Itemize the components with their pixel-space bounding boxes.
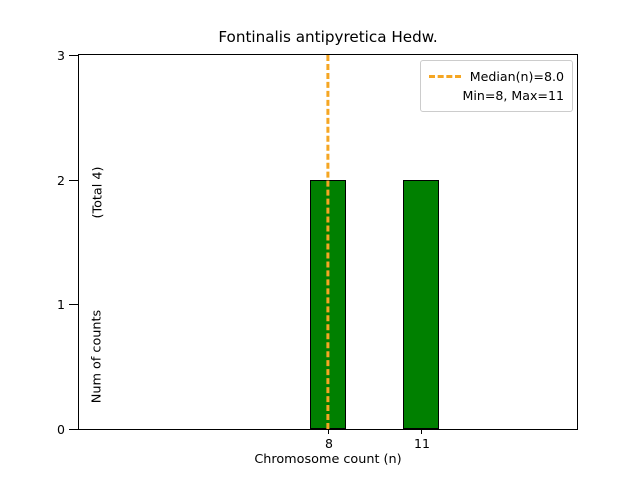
legend: Median(n)=8.0 Min=8, Max=11 [419,60,573,112]
legend-label-median: Median(n)=8.0 [469,69,564,84]
y-tick-1: 1 [57,297,79,312]
legend-label-range: Min=8, Max=11 [462,88,564,103]
x-tick-label-8: 8 [325,436,333,451]
x-tick-8: 8 [325,429,333,451]
plot-area: Num of counts (Total 4) 0 1 2 3 8 11 [57,48,578,451]
y-tick-label-1: 1 [57,297,65,313]
y-tick-3: 3 [57,48,79,63]
y-tick-label-2: 2 [57,172,65,188]
median-line [326,55,330,429]
y-tick-0: 0 [57,422,79,437]
x-tick-label-11: 11 [414,436,430,451]
dashed-line-icon [428,75,461,78]
legend-item-median: Median(n)=8.0 [428,67,564,86]
y-tick-label-0: 0 [57,422,65,437]
y-tick-2: 2 [57,173,79,188]
bar-11 [403,179,439,429]
y-tick-label-3: 3 [57,48,65,63]
x-tick-11: 11 [414,429,430,451]
page-title: Fontinalis antipyretica Hedw. [218,28,438,46]
legend-item-range: Min=8, Max=11 [429,86,564,105]
x-axis-label: Chromosome count (n) [254,452,402,467]
y-axis-label-total: (Total 4) [90,166,106,219]
